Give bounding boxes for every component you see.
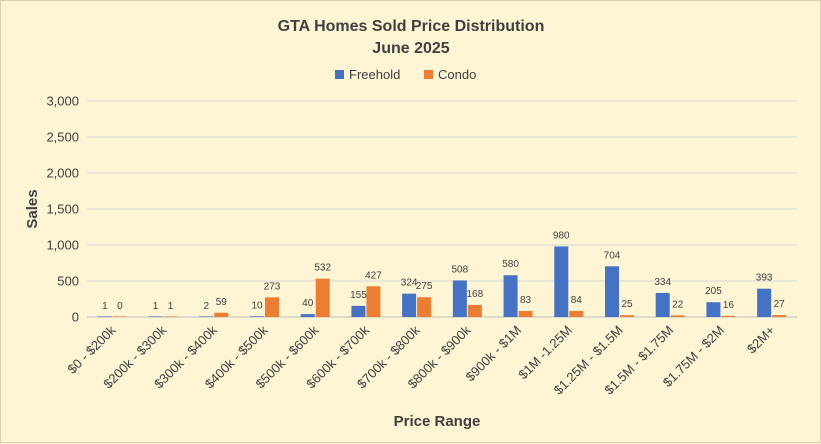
bar-condo (467, 304, 482, 317)
data-label-freehold: 324 (401, 278, 418, 289)
data-label-condo: 83 (520, 295, 532, 306)
y-tick-label: 3,000 (46, 94, 79, 109)
data-label-condo: 84 (571, 295, 583, 306)
bar-condo (265, 297, 279, 317)
data-label-condo: 427 (365, 270, 382, 281)
y-axis-title: Sales (24, 189, 41, 228)
data-label-freehold: 2 (204, 301, 210, 312)
data-label-condo: 16 (723, 300, 735, 311)
data-label-condo: 27 (774, 299, 786, 310)
bar-condo (214, 312, 229, 317)
legend-label-freehold: Freehold (349, 67, 400, 82)
data-label-freehold: 393 (756, 273, 773, 284)
data-label-freehold: 10 (251, 300, 263, 311)
bar-condo (772, 315, 787, 317)
bar-condo (112, 316, 127, 317)
data-label-condo: 532 (314, 263, 331, 274)
data-label-condo: 59 (216, 297, 228, 308)
data-label-freehold: 1 (153, 301, 159, 312)
data-label-freehold: 980 (553, 230, 570, 241)
bar-condo (518, 311, 533, 317)
y-axis-ticks: 0 500 1,000 1,500 2,000 2,500 3,000 (46, 94, 79, 325)
data-label-condo: 22 (672, 299, 684, 310)
legend-label-condo: Condo (438, 67, 476, 82)
legend: Freehold Condo (335, 67, 476, 82)
data-labels: 1 0 1 1 2 59 102734053215542732427550816858083… (102, 230, 785, 312)
bar-condo (417, 297, 432, 317)
bar-freehold (452, 280, 467, 317)
data-label-freehold: 704 (604, 250, 621, 261)
data-label-condo: 25 (621, 299, 633, 310)
bar-freehold (351, 305, 366, 317)
bar-freehold (757, 288, 772, 317)
bar-condo (620, 315, 634, 317)
x-axis-ticks: $0 - $200k$200k - $300k$300k - $400k$400… (64, 322, 777, 397)
x-tick-label: $0 - $200k (64, 322, 118, 376)
bar-freehold (250, 316, 264, 317)
chart-title: GTA Homes Sold Price Distribution (278, 18, 545, 35)
data-label-freehold: 155 (350, 290, 367, 301)
bar-freehold (402, 293, 417, 317)
y-tick-label: 1,000 (46, 238, 79, 253)
bar-condo (721, 315, 736, 317)
bar-freehold (199, 316, 214, 317)
x-axis-title: Price Range (394, 413, 481, 430)
x-tick-label: $2M+ (744, 323, 778, 357)
bar-condo (569, 310, 584, 317)
data-label-condo: 1 (168, 301, 174, 312)
bar-condo (163, 316, 178, 317)
data-label-freehold: 40 (302, 298, 314, 309)
y-tick-label: 2,500 (46, 130, 79, 145)
data-label-condo: 275 (416, 281, 433, 292)
data-label-freehold: 508 (452, 264, 469, 275)
data-label-condo: 0 (117, 301, 123, 312)
y-tick-label: 0 (72, 310, 79, 325)
bar-freehold (655, 292, 670, 317)
data-label-freehold: 205 (705, 286, 722, 297)
legend-swatch-freehold (335, 70, 344, 79)
bar-freehold (97, 316, 112, 317)
y-tick-label: 2,000 (46, 166, 79, 181)
bar-condo (366, 286, 381, 317)
y-tick-label: 1,500 (46, 202, 79, 217)
bar-freehold (554, 246, 569, 317)
data-label-condo: 168 (467, 289, 484, 300)
bar-freehold (605, 266, 619, 317)
bar-condo (315, 278, 330, 317)
bar-freehold (148, 316, 163, 317)
legend-swatch-condo (424, 70, 433, 79)
data-label-condo: 273 (264, 281, 281, 292)
data-label-freehold: 334 (654, 277, 671, 288)
chart-subtitle: June 2025 (372, 40, 449, 57)
y-tick-label: 500 (57, 274, 79, 289)
bars (97, 246, 787, 317)
bar-condo (670, 315, 685, 317)
bar-freehold (300, 314, 315, 317)
gridlines (87, 100, 797, 318)
bar-freehold (706, 302, 721, 317)
data-label-freehold: 1 (102, 301, 108, 312)
data-label-freehold: 580 (502, 259, 519, 270)
bar-freehold (503, 275, 518, 317)
